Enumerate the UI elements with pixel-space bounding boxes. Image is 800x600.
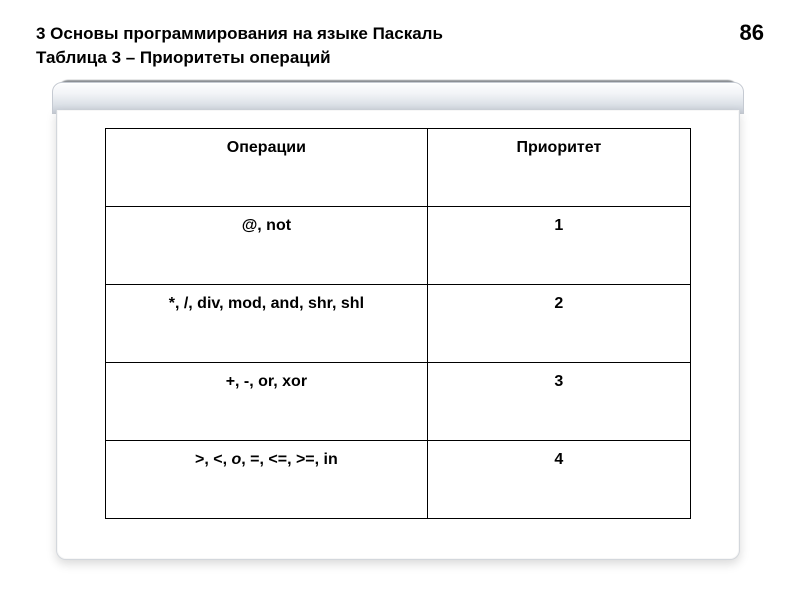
cell-operations: +, -, or, xor	[106, 363, 428, 441]
table-row: *, /, div, mod, and, shr, shl 2	[106, 285, 691, 363]
cell-operations: @, not	[106, 207, 428, 285]
cell-priority: 3	[427, 363, 690, 441]
cell-operations: *, /, div, mod, and, shr, shl	[106, 285, 428, 363]
page-header: 3 Основы программирования на языке Паска…	[0, 0, 800, 68]
panel-body: Операции Приоритет @, not 1 *, /, div, m…	[56, 110, 740, 560]
table-row: +, -, or, xor 3	[106, 363, 691, 441]
table-row: >, <, o, =, <=, >=, in 4	[106, 441, 691, 519]
chapter-title: 3 Основы программирования на языке Паска…	[36, 24, 443, 44]
cell-priority: 1	[427, 207, 690, 285]
table-caption: Таблица 3 – Приоритеты операций	[36, 48, 764, 68]
col-header-priority: Приоритет	[427, 129, 690, 207]
cell-operations: >, <, o, =, <=, >=, in	[106, 441, 428, 519]
page-number: 86	[740, 20, 764, 46]
col-header-operations: Операции	[106, 129, 428, 207]
priority-table: Операции Приоритет @, not 1 *, /, div, m…	[105, 128, 691, 519]
table-header-row: Операции Приоритет	[106, 129, 691, 207]
content-panel: Операции Приоритет @, not 1 *, /, div, m…	[52, 80, 744, 560]
table-row: @, not 1	[106, 207, 691, 285]
cell-priority: 2	[427, 285, 690, 363]
cell-priority: 4	[427, 441, 690, 519]
